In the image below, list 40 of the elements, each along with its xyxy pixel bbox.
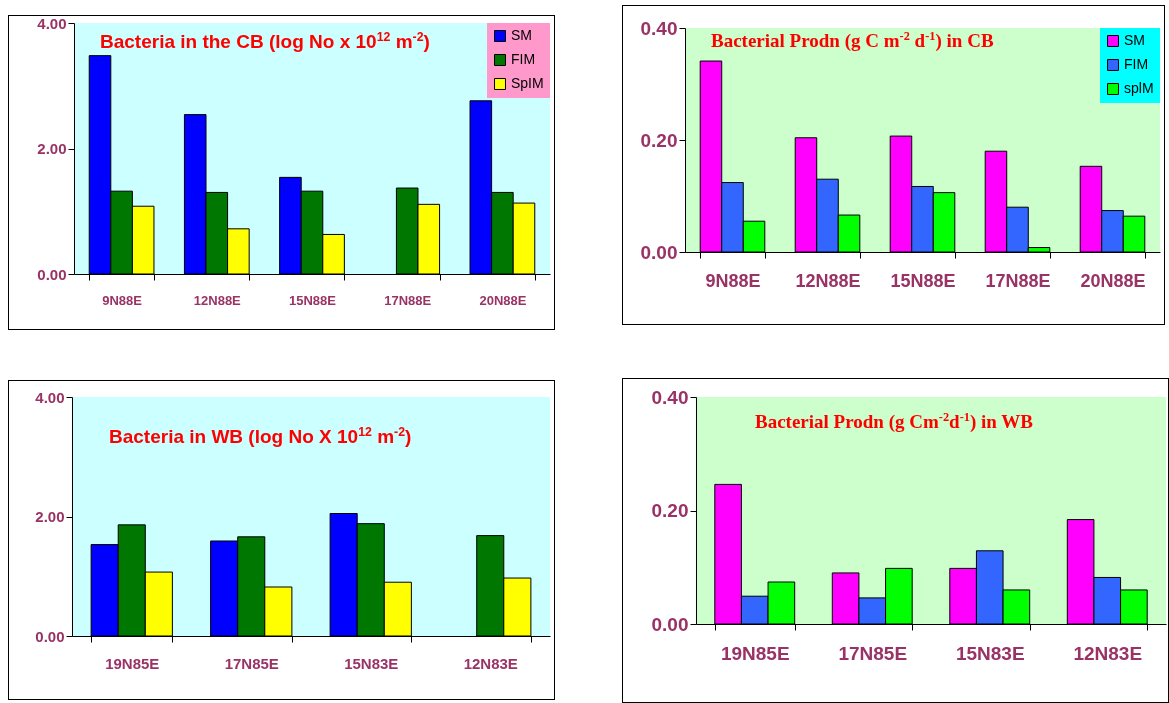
x-tick-label: 9N88E bbox=[705, 270, 761, 291]
chart-title: Bacterial Prodn (g C m$^{-2}$ d$^{-1}$) in CB bbox=[711, 29, 994, 53]
y-tick-label: 0.00 bbox=[35, 627, 65, 645]
y-tick-label: 0.20 bbox=[640, 129, 678, 151]
x-tick-label: 20N88E bbox=[1080, 270, 1146, 291]
x-tick-label: 17N88E bbox=[985, 270, 1051, 291]
x-tick-label: 12N88E bbox=[193, 292, 242, 308]
x-tick-label: 12N83E bbox=[463, 654, 518, 672]
legend-label: SM bbox=[1124, 32, 1145, 48]
y-tick-label: 0.00 bbox=[651, 613, 689, 635]
x-tick-label: 17N88E bbox=[384, 292, 432, 308]
x-tick-label: 20N88E bbox=[479, 292, 527, 308]
x-tick-label: 19N85E bbox=[105, 654, 160, 672]
legend-label: FIM bbox=[511, 51, 536, 67]
x-tick-label: 12N83E bbox=[1073, 642, 1143, 664]
x-tick-label: 17N85E bbox=[838, 642, 908, 664]
y-tick-label: 0.20 bbox=[651, 500, 689, 521]
legend-label: SpIM bbox=[511, 75, 544, 91]
text: Bacteria in WB (log No X 10$^{12}$ m$^{-2}$) bbox=[109, 425, 412, 449]
x-tick-label: 19N85E bbox=[720, 642, 790, 664]
y-tick-label: 0.40 bbox=[640, 17, 678, 39]
text: Bacterial Prodn (g Cm$^{-2}$d$^{-1}$) in WB bbox=[755, 410, 1033, 434]
y-tick-label: 2.00 bbox=[37, 140, 67, 157]
legend-label: FIM bbox=[1124, 56, 1149, 72]
x-tick-label: 15N88E bbox=[289, 292, 337, 308]
legend-label: SM bbox=[511, 27, 532, 43]
x-tick-label: 9N88E bbox=[102, 292, 143, 308]
x-tick-label: 15N83E bbox=[344, 654, 399, 672]
legend-label: splM bbox=[1124, 80, 1154, 96]
y-tick-label: 4.00 bbox=[35, 388, 65, 406]
y-tick-label: 0.40 bbox=[651, 386, 689, 408]
y-tick-label: 0.00 bbox=[640, 241, 678, 263]
x-tick-label: 17N85E bbox=[224, 654, 279, 672]
chart-title: Bacteria in the CB (log No x 10$^{12}$ m$^{-2}$) bbox=[100, 30, 430, 54]
y-tick-label: 4.00 bbox=[37, 14, 67, 32]
y-tick-label: 0.00 bbox=[37, 265, 67, 283]
x-tick-label: 12N88E bbox=[795, 270, 861, 291]
x-tick-label: 15N83E bbox=[955, 642, 1025, 664]
x-tick-label: 15N88E bbox=[890, 270, 956, 291]
y-tick-label: 2.00 bbox=[35, 508, 65, 525]
